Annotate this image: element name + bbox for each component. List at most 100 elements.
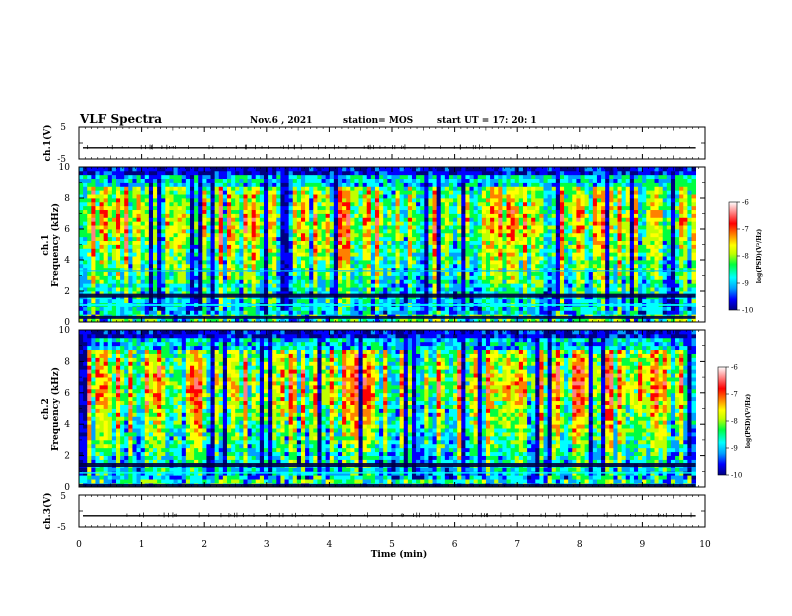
spectrogram-cell — [482, 241, 487, 245]
spectrogram-cell — [206, 214, 211, 218]
spectrogram-cell — [211, 260, 216, 264]
spectrogram-cell — [132, 264, 137, 268]
spectrogram-cell — [441, 241, 446, 245]
spectrogram-cell — [359, 248, 364, 252]
spectrogram-cell — [465, 272, 470, 276]
spectrogram-cell — [301, 307, 306, 311]
spectrogram-cell — [79, 206, 84, 210]
spectrogram-cell — [215, 198, 220, 202]
spectrogram-cell — [132, 245, 137, 249]
spectrogram-cell — [400, 198, 405, 202]
spectrogram-cell — [227, 248, 232, 252]
spectrogram-cell — [104, 299, 109, 303]
spectrogram-cell — [260, 237, 265, 241]
spectrogram-cell — [256, 217, 261, 221]
spectrogram-cell — [400, 206, 405, 210]
spectrogram-cell — [539, 245, 544, 249]
spectrogram-cell — [535, 217, 540, 221]
spectrogram-cell — [293, 279, 298, 283]
spectrogram-cell — [478, 233, 483, 237]
spectrogram-cell — [453, 233, 458, 237]
spectrogram-cell — [552, 256, 557, 260]
spectrogram-cell — [391, 241, 396, 245]
spectrogram-cell — [494, 225, 499, 229]
spectrogram-cell — [408, 194, 413, 198]
spectrogram-cell — [202, 217, 207, 221]
spectrogram-cell — [445, 283, 450, 287]
spectrogram-cell — [474, 299, 479, 303]
spectrogram-cell — [346, 217, 351, 221]
spectrogram-cell — [289, 287, 294, 291]
spectrogram-cell — [280, 202, 285, 206]
spectrogram-cell — [539, 221, 544, 225]
spectrogram-cell — [206, 299, 211, 303]
spectrogram-cell — [317, 221, 322, 225]
spectrogram-cell — [116, 307, 121, 311]
spectrogram-cell — [309, 225, 314, 229]
spectrogram-cell — [305, 186, 310, 190]
spectrogram-cell — [194, 260, 199, 264]
spectrogram-cell — [157, 279, 162, 283]
spectrogram-cell — [313, 256, 318, 260]
spectrogram-cell — [519, 256, 524, 260]
spectrogram-cell — [445, 237, 450, 241]
spectrogram-cell — [428, 229, 433, 233]
spectrogram-cell — [531, 221, 536, 225]
spectrogram-cell — [120, 175, 125, 179]
spectrogram-cell — [215, 272, 220, 276]
spectrogram-cell — [235, 279, 240, 283]
spectrogram-cell — [128, 276, 133, 280]
spectrogram-cell — [91, 229, 96, 233]
spectrogram-cell — [198, 206, 203, 210]
spectrogram-cell — [256, 245, 261, 249]
spectrogram-cell — [219, 299, 224, 303]
spectrogram-cell — [490, 190, 495, 194]
spectrogram-cell — [87, 241, 92, 245]
spectrogram-cell — [354, 241, 359, 245]
spectrogram-cell — [100, 252, 105, 256]
spectrogram-cell — [313, 233, 318, 237]
spectrogram-cell — [482, 245, 487, 249]
spectrogram-cell — [83, 206, 88, 210]
spectrogram-cell — [404, 260, 409, 264]
spectrogram-cell — [507, 260, 512, 264]
spectrogram-cell — [433, 237, 438, 241]
spectrogram-cell — [108, 183, 113, 187]
spectrogram-cell — [272, 245, 277, 249]
spectrogram-cell — [408, 233, 413, 237]
spectrogram-cell — [461, 233, 466, 237]
spectrogram-cell — [235, 179, 240, 183]
spectrogram-cell — [297, 202, 302, 206]
spectrogram-cell — [239, 210, 244, 214]
spectrogram-cell — [252, 256, 257, 260]
spectrogram-cell — [387, 283, 392, 287]
spectrogram-cell — [87, 206, 92, 210]
spectrogram-cell — [408, 241, 413, 245]
spectrogram-cell — [465, 206, 470, 210]
spectrogram-cell — [202, 283, 207, 287]
spectrogram-cell — [420, 183, 425, 187]
spectrogram-cell — [91, 245, 96, 249]
spectrogram-cell — [137, 237, 142, 241]
spectrogram-cell — [161, 221, 166, 225]
spectrogram-cell — [482, 186, 487, 190]
spectrogram-cell — [428, 310, 433, 314]
spectrogram-cell — [363, 279, 368, 283]
spectrogram-cell — [124, 299, 129, 303]
spectrogram-cell — [437, 167, 442, 171]
spectrogram-cell — [301, 287, 306, 291]
spectrogram-cell — [515, 256, 520, 260]
spectrogram-cell — [186, 237, 191, 241]
spectrogram-cell — [317, 310, 322, 314]
spectrogram-cell — [157, 183, 162, 187]
spectrogram-cell — [367, 237, 372, 241]
spectrogram-cell — [239, 233, 244, 237]
spectrogram-cell — [338, 279, 343, 283]
spectrogram-cell — [412, 245, 417, 249]
spectrogram-cell — [408, 256, 413, 260]
spectrogram-cell — [264, 237, 269, 241]
spectrogram-cell — [387, 299, 392, 303]
spectrogram-cell — [145, 260, 150, 264]
spectrogram-cell — [87, 260, 92, 264]
spectrogram-cell — [276, 179, 281, 183]
